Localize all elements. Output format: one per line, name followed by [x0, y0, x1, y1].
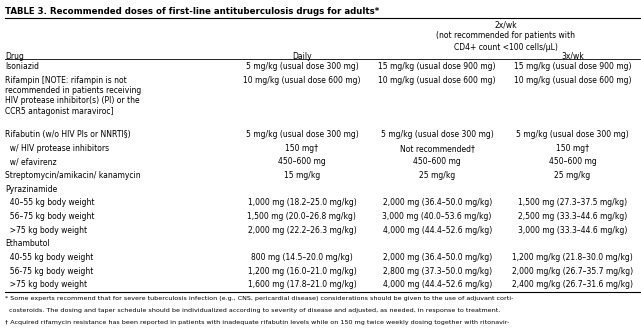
Text: 3x/wk: 3x/wk: [561, 52, 584, 61]
Text: 1,500 mg (27.3–37.5 mg/kg): 1,500 mg (27.3–37.5 mg/kg): [518, 198, 627, 207]
Text: 2,500 mg (33.3–44.6 mg/kg): 2,500 mg (33.3–44.6 mg/kg): [518, 212, 627, 221]
Text: 2,000 mg/kg (26.7–35.7 mg/kg): 2,000 mg/kg (26.7–35.7 mg/kg): [512, 266, 633, 276]
Text: 2,000 mg (36.4–50.0 mg/kg): 2,000 mg (36.4–50.0 mg/kg): [383, 253, 492, 262]
Text: 15 mg/kg: 15 mg/kg: [284, 171, 320, 180]
Text: 40–55 kg body weight: 40–55 kg body weight: [5, 198, 95, 207]
Text: 450–600 mg: 450–600 mg: [413, 157, 461, 166]
Text: >75 kg body weight: >75 kg body weight: [5, 226, 87, 235]
Text: 15 mg/kg (usual dose 900 mg): 15 mg/kg (usual dose 900 mg): [513, 62, 631, 71]
Text: Daily: Daily: [292, 52, 312, 61]
Text: 1,200 mg (16.0–21.0 mg/kg): 1,200 mg (16.0–21.0 mg/kg): [247, 266, 356, 276]
Text: 25 mg/kg: 25 mg/kg: [554, 171, 590, 180]
Text: 450–600 mg: 450–600 mg: [278, 157, 326, 166]
Text: 1,000 mg (18.2–25.0 mg/kg): 1,000 mg (18.2–25.0 mg/kg): [247, 198, 356, 207]
Text: 2,000 mg (36.4–50.0 mg/kg): 2,000 mg (36.4–50.0 mg/kg): [383, 198, 492, 207]
Text: * Some experts recommend that for severe tuberculosis infection (e.g., CNS, peri: * Some experts recommend that for severe…: [5, 296, 513, 301]
Text: Isoniazid: Isoniazid: [5, 62, 39, 71]
Text: Drug: Drug: [5, 52, 24, 61]
Text: Streptomycin/amikacin/ kanamycin: Streptomycin/amikacin/ kanamycin: [5, 171, 141, 180]
Text: 2x/wk
(not recommended for patients with
CD4+ count <100 cells/μL): 2x/wk (not recommended for patients with…: [437, 20, 575, 52]
Text: 5 mg/kg (usual dose 300 mg): 5 mg/kg (usual dose 300 mg): [246, 62, 358, 71]
Text: 5 mg/kg (usual dose 300 mg): 5 mg/kg (usual dose 300 mg): [516, 130, 629, 139]
Text: Not recommended†: Not recommended†: [400, 144, 474, 153]
Text: w/ efavirenz: w/ efavirenz: [5, 157, 57, 166]
Text: 2,800 mg (37.3–50.0 mg/kg): 2,800 mg (37.3–50.0 mg/kg): [383, 266, 492, 276]
Text: TABLE 3. Recommended doses of first-line antituberculosis drugs for adults*: TABLE 3. Recommended doses of first-line…: [5, 7, 379, 16]
Text: 1,600 mg (17.8–21.0 mg/kg): 1,600 mg (17.8–21.0 mg/kg): [247, 280, 356, 289]
Text: 15 mg/kg (usual dose 900 mg): 15 mg/kg (usual dose 900 mg): [378, 62, 496, 71]
Text: 5 mg/kg (usual dose 300 mg): 5 mg/kg (usual dose 300 mg): [381, 130, 494, 139]
Text: 800 mg (14.5–20.0 mg/kg): 800 mg (14.5–20.0 mg/kg): [251, 253, 353, 262]
Text: 450–600 mg: 450–600 mg: [549, 157, 596, 166]
Text: 10 mg/kg (usual dose 600 mg): 10 mg/kg (usual dose 600 mg): [378, 75, 496, 85]
Text: Pyrazinamide: Pyrazinamide: [5, 185, 58, 194]
Text: 3,000 mg (40.0–53.6 mg/kg): 3,000 mg (40.0–53.6 mg/kg): [383, 212, 492, 221]
Text: 1,200 mg/kg (21.8–30.0 mg/kg): 1,200 mg/kg (21.8–30.0 mg/kg): [512, 253, 633, 262]
Text: 10 mg/kg (usual dose 600 mg): 10 mg/kg (usual dose 600 mg): [513, 75, 631, 85]
Text: 56–75 kg body weight: 56–75 kg body weight: [5, 212, 95, 221]
Text: 2,000 mg (22.2–26.3 mg/kg): 2,000 mg (22.2–26.3 mg/kg): [247, 226, 356, 235]
Text: 25 mg/kg: 25 mg/kg: [419, 171, 455, 180]
Text: 4,000 mg (44.4–52.6 mg/kg): 4,000 mg (44.4–52.6 mg/kg): [383, 226, 492, 235]
Text: 150 mg†: 150 mg†: [285, 144, 319, 153]
Text: 4,000 mg (44.4–52.6 mg/kg): 4,000 mg (44.4–52.6 mg/kg): [383, 280, 492, 289]
Text: 40-55 kg body weight: 40-55 kg body weight: [5, 253, 94, 262]
Text: 56-75 kg body weight: 56-75 kg body weight: [5, 266, 94, 276]
Text: >75 kg body weight: >75 kg body weight: [5, 280, 87, 289]
Text: 150 mg†: 150 mg†: [556, 144, 589, 153]
Text: † Acquired rifamycin resistance has been reported in patients with inadequate ri: † Acquired rifamycin resistance has been…: [5, 320, 510, 325]
Text: Ethambutol: Ethambutol: [5, 239, 50, 248]
Text: 10 mg/kg (usual dose 600 mg): 10 mg/kg (usual dose 600 mg): [243, 75, 361, 85]
Text: Rifabutin (w/o HIV PIs or NNRTI§): Rifabutin (w/o HIV PIs or NNRTI§): [5, 130, 131, 139]
Text: 2,400 mg/kg (26.7–31.6 mg/kg): 2,400 mg/kg (26.7–31.6 mg/kg): [512, 280, 633, 289]
Text: 5 mg/kg (usual dose 300 mg): 5 mg/kg (usual dose 300 mg): [246, 130, 358, 139]
Text: costeroids. The dosing and taper schedule should be individualized according to : costeroids. The dosing and taper schedul…: [5, 308, 501, 313]
Text: w/ HIV protease inhibitors: w/ HIV protease inhibitors: [5, 144, 109, 153]
Text: 3,000 mg (33.3–44.6 mg/kg): 3,000 mg (33.3–44.6 mg/kg): [518, 226, 627, 235]
Text: Rifampin [NOTE: rifampin is not
recommended in patients receiving
HIV protease i: Rifampin [NOTE: rifampin is not recommen…: [5, 75, 142, 116]
Text: 1,500 mg (20.0–26.8 mg/kg): 1,500 mg (20.0–26.8 mg/kg): [247, 212, 356, 221]
